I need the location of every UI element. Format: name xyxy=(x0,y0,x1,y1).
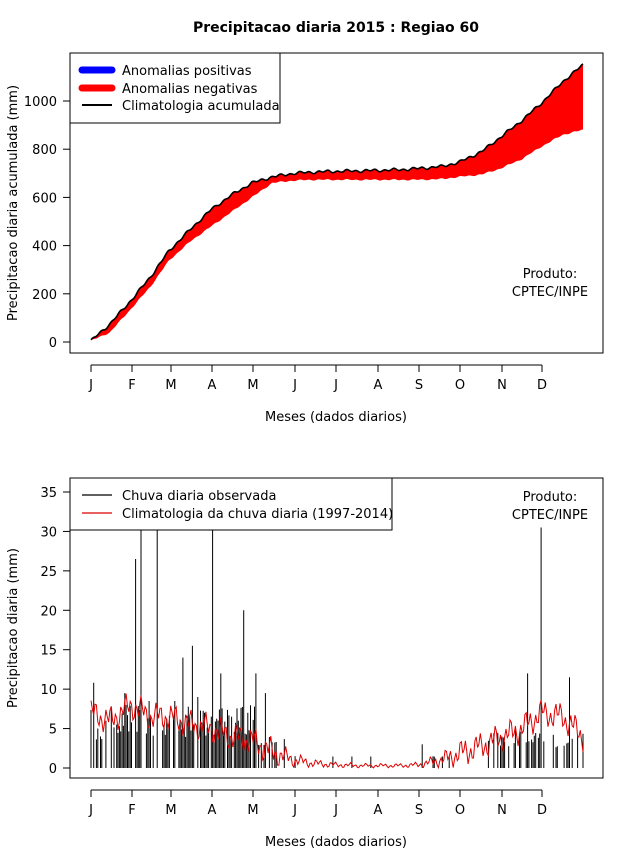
y-label-bottom: Precipitacao diaria (mm) xyxy=(6,548,21,708)
y-tick-label: 25 xyxy=(40,565,57,580)
x-tick-label: J xyxy=(292,803,297,818)
y-tick-label: 15 xyxy=(40,644,57,659)
y-axis-top: 0 200 400 600 800 1000 xyxy=(24,95,71,351)
legend-box-bottom xyxy=(69,477,393,531)
y-label-top: Precipitacao diaria acumulada (mm) xyxy=(6,85,21,321)
x-label-bottom: Meses (dados diarios) xyxy=(265,835,407,850)
x-tick-label: F xyxy=(128,803,135,818)
annotation-org-bottom: CPTEC/INPE xyxy=(512,508,588,523)
x-tick-label: S xyxy=(415,378,423,393)
chart-title: Precipitacao diaria 2015 : Regiao 60 xyxy=(193,20,479,36)
x-tick-label: D xyxy=(537,803,547,818)
y-tick-label: 600 xyxy=(32,191,57,206)
x-tick-label: J xyxy=(88,803,93,818)
y-axis-bottom: 0 5 10 15 20 25 30 35 xyxy=(40,486,71,777)
climatology-accumulated-line xyxy=(90,63,584,341)
legend-climatology: Climatologia acumulada xyxy=(122,99,280,114)
x-tick-label: D xyxy=(537,378,547,393)
x-label-top: Meses (dados diarios) xyxy=(265,410,407,425)
x-tick-label: O xyxy=(455,803,465,818)
accumulated-panel: 0 200 400 600 800 1000 J F M A M J J A S O N D Meses (da… xyxy=(6,52,604,425)
x-tick-label: A xyxy=(208,803,217,818)
legend-observed: Chuva diaria observada xyxy=(122,489,276,504)
x-tick-label: N xyxy=(497,803,507,818)
legend-positive: Anomalias positivas xyxy=(122,64,252,79)
y-tick-label: 5 xyxy=(49,723,57,738)
y-tick-label: 200 xyxy=(32,288,57,303)
legend-bottom: Chuva diaria observada Climatologia da c… xyxy=(69,477,393,531)
x-tick-label: F xyxy=(128,378,135,393)
x-tick-label: O xyxy=(455,378,465,393)
x-tick-label: S xyxy=(415,803,423,818)
x-tick-label: J xyxy=(333,378,338,393)
x-tick-label: M xyxy=(247,803,258,818)
climatology-daily-series xyxy=(90,693,584,770)
x-tick-label: J xyxy=(88,378,93,393)
x-tick-label: A xyxy=(374,803,383,818)
y-tick-label: 30 xyxy=(40,525,57,540)
x-tick-label: J xyxy=(333,803,338,818)
legend-negative: Anomalias negativas xyxy=(122,82,258,97)
y-tick-label: 35 xyxy=(40,486,57,501)
x-tick-label: N xyxy=(497,378,507,393)
y-tick-label: 1000 xyxy=(24,95,57,110)
annotation-product-top: Produto: xyxy=(523,267,578,282)
daily-panel: 0 5 10 15 20 25 30 35 J F M A M J J A S O N D Meses (dados… xyxy=(6,477,604,850)
x-tick-label: A xyxy=(374,378,383,393)
x-tick-label: M xyxy=(165,378,176,393)
annotation-org-top: CPTEC/INPE xyxy=(512,285,588,300)
x-tick-label: M xyxy=(165,803,176,818)
climatology-daily-line xyxy=(90,693,584,770)
x-tick-label: J xyxy=(292,378,297,393)
x-tick-label: M xyxy=(247,378,258,393)
legend-top: Anomalias positivas Anomalias negativas … xyxy=(69,52,281,124)
y-tick-label: 800 xyxy=(32,143,57,158)
legend-climatology-daily: Climatologia da chuva diaria (1997-2014) xyxy=(122,507,393,522)
climatology-accumulated-series xyxy=(90,63,584,341)
y-tick-label: 0 xyxy=(49,336,57,351)
y-tick-label: 0 xyxy=(49,762,57,777)
y-tick-label: 10 xyxy=(40,683,57,698)
annotation-product-bottom: Produto: xyxy=(523,490,578,505)
y-tick-label: 400 xyxy=(32,240,57,255)
x-tick-label: A xyxy=(208,378,217,393)
y-tick-label: 20 xyxy=(40,604,57,619)
